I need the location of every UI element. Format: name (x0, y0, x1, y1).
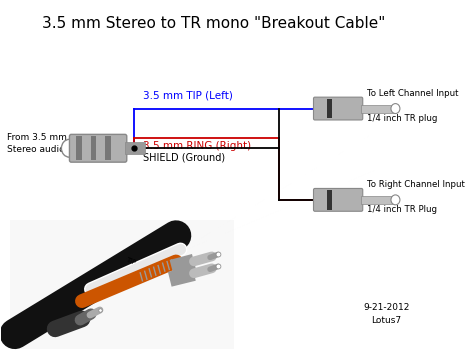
Bar (125, 142, 145, 154)
FancyBboxPatch shape (313, 188, 363, 211)
Text: TIP: TIP (125, 256, 137, 265)
Bar (10, 220, 234, 349)
Text: 3.5 mm RING (Right): 3.5 mm RING (Right) (143, 141, 251, 151)
Text: SHIELD (Ground): SHIELD (Ground) (143, 152, 225, 162)
Text: 1/4 inch TR Plug: 1/4 inch TR Plug (367, 205, 437, 214)
Text: 1/4 inch TR plug: 1/4 inch TR plug (367, 114, 437, 123)
Text: To Right Channel Input: To Right Channel Input (367, 180, 465, 189)
Text: To Left Channel Input: To Left Channel Input (367, 89, 458, 98)
Circle shape (62, 139, 78, 157)
Bar (91, 136, 96, 160)
FancyBboxPatch shape (313, 97, 363, 120)
Text: 3.5 mm TIP (Left): 3.5 mm TIP (Left) (143, 91, 233, 101)
FancyBboxPatch shape (70, 134, 127, 162)
Bar (361, 105, 393, 113)
Bar (76, 136, 82, 160)
Bar (105, 136, 110, 160)
Bar (10, 220, 234, 349)
Circle shape (391, 195, 400, 205)
Text: 9-21-2012
Lotus7: 9-21-2012 Lotus7 (363, 303, 410, 325)
Circle shape (391, 103, 400, 114)
Bar (328, 99, 332, 118)
Bar (361, 196, 393, 204)
Text: 3.5 mm Stereo to TR mono "Breakout Cable": 3.5 mm Stereo to TR mono "Breakout Cable… (42, 16, 385, 31)
Bar (328, 190, 332, 210)
Text: From 3.5 mm
Stereo audio output jack: From 3.5 mm Stereo audio output jack (7, 133, 118, 154)
